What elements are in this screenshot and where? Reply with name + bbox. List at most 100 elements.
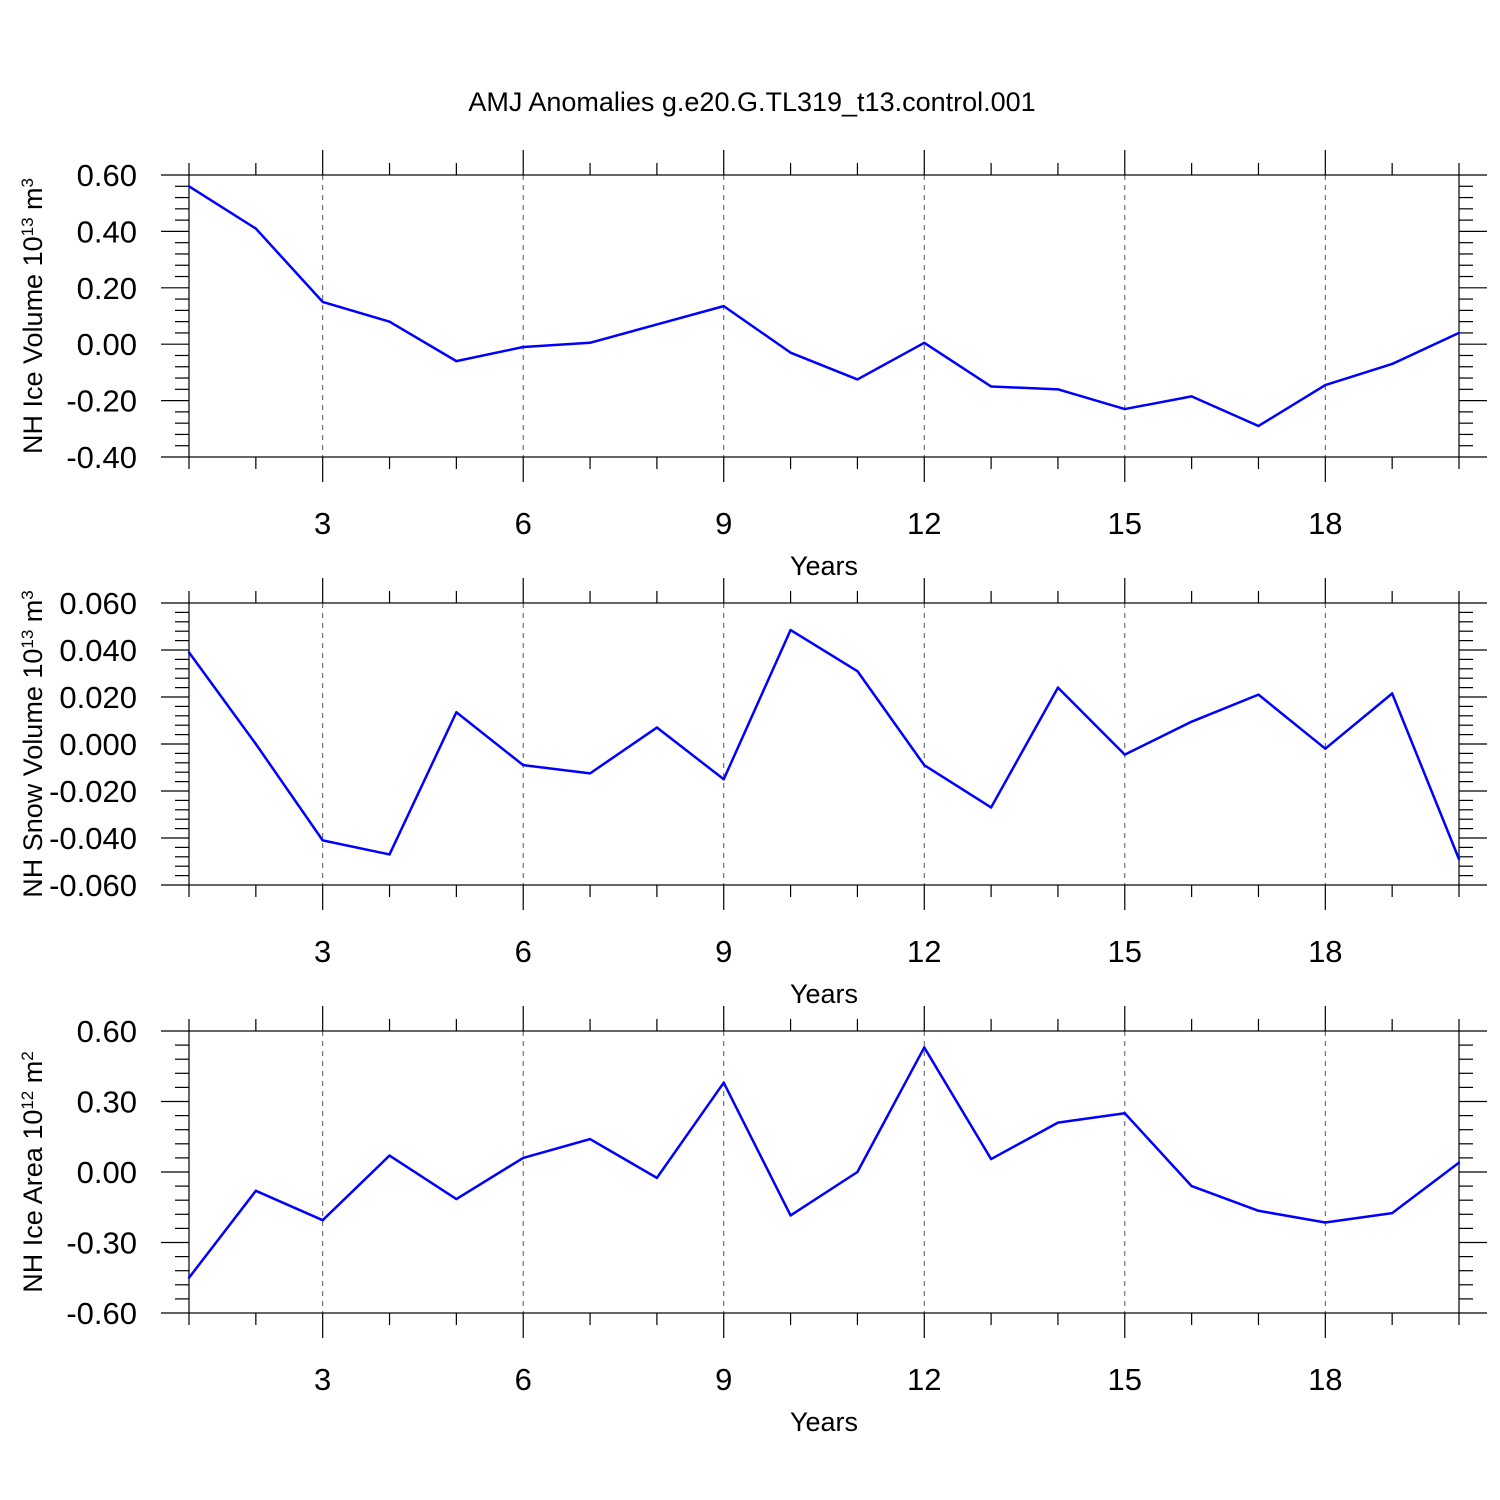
- x-tick-label: 12: [907, 1362, 941, 1397]
- data-point: [388, 1154, 391, 1157]
- x-axis-label: Years: [790, 979, 858, 1009]
- data-point: [655, 726, 659, 729]
- data-point: [722, 778, 725, 781]
- data-point: [1390, 1211, 1394, 1215]
- data-point: [1324, 1221, 1327, 1224]
- plot-frame: [188, 174, 1460, 458]
- figure-title: AMJ Anomalies g.e20.G.TL319_t13.control.…: [468, 87, 1035, 117]
- x-tick-label: 3: [314, 506, 331, 541]
- data-point: [789, 351, 792, 354]
- y-tick-label: -0.060: [49, 868, 137, 903]
- x-axis-label: Years: [790, 1407, 858, 1437]
- y-tick-label: 0.00: [77, 1155, 137, 1190]
- y-axis-label: NH Ice Volume 1013 m3: [18, 178, 48, 454]
- data-point: [923, 1046, 926, 1049]
- data-point: [856, 669, 859, 673]
- data-point: [388, 320, 391, 323]
- data-point: [1190, 1184, 1193, 1188]
- series-line: [188, 185, 1460, 428]
- data-point: [722, 304, 725, 308]
- data-point: [588, 341, 592, 344]
- y-tick-label: -0.60: [66, 1296, 137, 1331]
- data-point: [1056, 1121, 1060, 1124]
- data-point: [187, 651, 191, 654]
- data-point: [1390, 692, 1394, 695]
- data-point: [923, 341, 926, 344]
- x-tick-label: 6: [515, 506, 532, 541]
- y-tick-label: 0.00: [77, 327, 137, 362]
- data-point: [722, 1081, 725, 1084]
- x-tick-label: 6: [515, 934, 532, 969]
- x-tick-label: 18: [1308, 506, 1342, 541]
- data-point: [1324, 747, 1327, 750]
- data-point: [989, 806, 993, 809]
- x-tick-label: 9: [715, 1362, 732, 1397]
- data-point: [1123, 1112, 1126, 1115]
- x-tick-label: 3: [314, 1362, 331, 1397]
- data-point: [1457, 857, 1461, 861]
- y-tick-label: 0.60: [77, 158, 137, 193]
- data-point: [522, 1156, 525, 1160]
- x-tick-label: 6: [515, 1362, 532, 1397]
- y-tick-label: -0.20: [66, 384, 137, 419]
- data-point: [1457, 1161, 1461, 1164]
- x-tick-label: 9: [715, 506, 732, 541]
- x-tick-label: 15: [1108, 934, 1142, 969]
- data-point: [1257, 1209, 1260, 1212]
- data-point: [455, 711, 458, 714]
- data-point: [1324, 383, 1327, 387]
- x-tick-label: 3: [314, 934, 331, 969]
- data-point: [1190, 720, 1193, 723]
- y-tick-label: 0.020: [59, 680, 137, 715]
- y-tick-label: -0.40: [66, 440, 137, 475]
- y-tick-label: -0.020: [49, 774, 137, 809]
- data-point: [187, 1276, 191, 1279]
- y-tick-label: -0.040: [49, 821, 137, 856]
- y-tick-label: 0.40: [77, 214, 137, 249]
- data-point: [655, 323, 659, 326]
- data-point: [321, 839, 324, 842]
- data-point: [1257, 424, 1260, 428]
- data-point: [1390, 362, 1394, 366]
- data-point: [588, 1137, 592, 1141]
- data-point: [254, 742, 258, 746]
- x-tick-label: 18: [1308, 934, 1342, 969]
- data-point: [1257, 693, 1260, 696]
- y-tick-label: 0.60: [77, 1014, 137, 1049]
- chart-panel-3: 0.60 0.30 0.00 -0.30 -0.60 3 6 9 12 15 18 Years NH I…: [18, 1006, 1487, 1437]
- data-point: [1056, 686, 1060, 689]
- plot-frame: [188, 602, 1460, 886]
- data-point: [989, 1157, 993, 1161]
- data-point: [1457, 331, 1461, 335]
- series-line: [188, 1046, 1460, 1279]
- chart-panels: 0.60 0.40 0.20 0.00 -0.20 -0.40 3 6 9 12 15 18 Years…: [18, 150, 1487, 1437]
- x-tick-label: 18: [1308, 1362, 1342, 1397]
- x-tick-label: 12: [907, 506, 941, 541]
- data-point: [254, 227, 258, 230]
- series-line: [187, 628, 1461, 860]
- data-point: [321, 1218, 324, 1222]
- data-point: [789, 1214, 792, 1217]
- data-point: [321, 300, 324, 304]
- data-point: [588, 772, 592, 775]
- data-point: [187, 185, 191, 188]
- y-tick-label: 0.30: [77, 1085, 137, 1120]
- data-point: [1123, 753, 1126, 756]
- x-tick-label: 12: [907, 934, 941, 969]
- data-point: [1190, 395, 1193, 398]
- y-tick-label: 0.000: [59, 727, 137, 762]
- x-tick-label: 15: [1108, 1362, 1142, 1397]
- data-point: [923, 763, 926, 767]
- y-tick-label: -0.30: [66, 1226, 137, 1261]
- data-point: [789, 628, 792, 632]
- y-tick-label: 0.060: [59, 586, 137, 621]
- data-point: [655, 1176, 659, 1180]
- data-point: [522, 763, 525, 767]
- data-point: [254, 1189, 258, 1193]
- data-point: [856, 378, 859, 381]
- data-point: [1056, 388, 1060, 391]
- y-axis-label: NH Ice Area 1012 m2: [18, 1051, 48, 1292]
- y-tick-label: 0.20: [77, 271, 137, 306]
- data-point: [1123, 407, 1126, 411]
